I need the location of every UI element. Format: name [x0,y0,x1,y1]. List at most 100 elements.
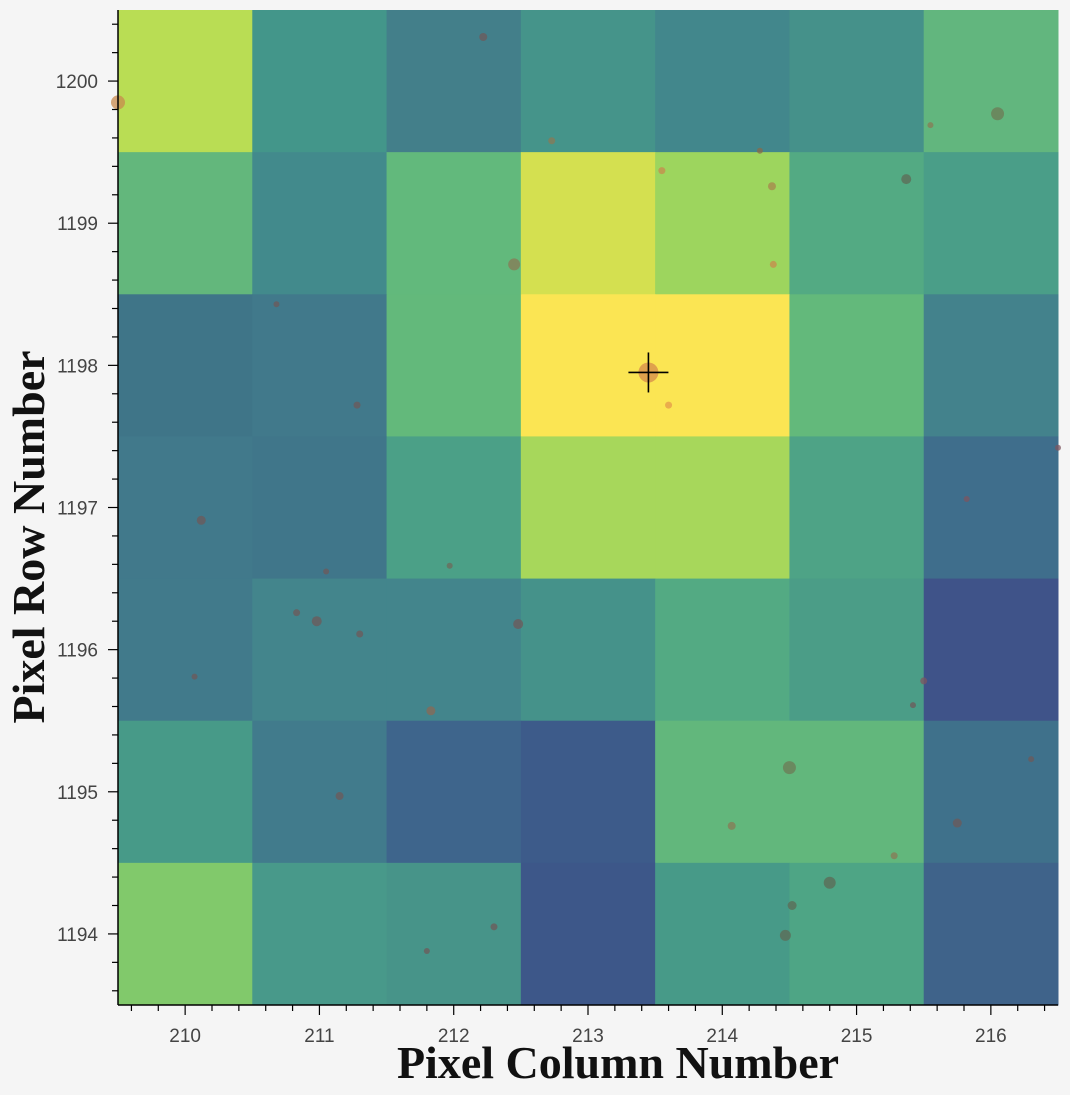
x-tick-labels: 210 211 212 213 214 215 216 [169,1026,1006,1047]
heatmap-cell [923,862,1059,1006]
heatmap-cell [252,10,388,153]
x-tick-label: 216 [975,1026,1007,1047]
heatmap-cell [655,578,790,722]
heatmap-cell [386,10,522,153]
heatmap-cell [118,720,253,864]
heatmap-cell [252,862,388,1006]
heatmap-cell [655,152,790,295]
heatmap-cell [118,862,253,1006]
source-point [548,137,556,145]
source-point [335,792,344,801]
heatmap-cell [655,862,790,1006]
heatmap-cell [252,720,388,864]
heatmap-cell [655,10,790,153]
heatmap-cell [118,10,253,153]
x-tick-label: 214 [706,1026,738,1047]
y-tick-label: 1198 [57,356,98,377]
heatmap-cells [118,10,1059,1006]
x-tick-label: 215 [841,1026,873,1047]
source-point [426,706,436,716]
source-point [767,182,776,191]
source-point [890,852,898,860]
source-point [787,901,797,910]
heatmap-cell [118,436,253,580]
heatmap-cell [520,436,656,580]
heatmap-cell [789,294,925,437]
heatmap-cell [923,294,1059,437]
y-tick-label: 1199 [57,214,98,235]
heatmap-cell [520,578,656,722]
source-point [901,174,912,185]
heatmap-cell [923,578,1059,722]
source-point [446,562,453,569]
source-point [823,876,836,889]
y-tick-label: 1197 [57,499,98,520]
y-tick-labels: 1194 1195 1196 1197 1198 1199 1200 [56,72,99,946]
source-point [508,258,521,271]
source-point [191,673,198,680]
heatmap-cell [789,152,925,295]
source-point [665,401,673,409]
heatmap-cell [923,10,1059,153]
source-point [727,821,736,830]
heatmap-cell [386,436,522,580]
source-point [423,947,430,954]
source-point [1055,444,1061,451]
heatmap-cell [789,10,925,153]
heatmap-cell [655,720,790,864]
heatmap-cell [520,10,656,153]
source-point [782,761,796,775]
source-point [1028,756,1035,763]
heatmap-cell [252,578,388,722]
source-point [311,616,322,627]
source-point [927,122,934,129]
y-tick-label: 1195 [57,783,98,804]
heatmap-cell [252,152,388,295]
heatmap-cell [520,152,656,295]
source-point [909,702,916,709]
source-point [353,401,361,409]
heatmap-cell [252,294,388,437]
y-tick-label: 1200 [56,72,98,93]
heatmap-cell [118,578,253,722]
heatmap-cell [386,294,522,437]
heatmap-cell [520,720,656,864]
heatmap-cell [386,578,522,722]
heatmap-cell [118,294,253,437]
source-point [920,677,928,685]
source-point [323,568,330,575]
source-point [756,147,763,154]
heatmap-cell [923,720,1059,864]
source-point [952,818,962,828]
source-point [991,107,1005,121]
x-tick-label: 213 [572,1026,604,1047]
heatmap-cell [923,152,1059,295]
target-crosshair [628,352,669,393]
y-tick-label: 1194 [57,925,98,946]
heatmap-cell [789,436,925,580]
heatmap-cell [118,152,253,295]
source-point [293,609,301,617]
source-point [273,301,280,308]
heatmap-cell [655,436,790,580]
source-point [196,515,206,525]
heatmap-cell [386,862,522,1006]
source-point [479,33,488,42]
x-axis-title: Pixel Column Number [397,1037,839,1088]
heatmap-cell [386,152,522,295]
y-axis-title: Pixel Row Number [3,350,54,723]
heatmap-cell [789,720,925,864]
heatmap-cell [789,578,925,722]
source-point [769,260,777,268]
heatmap-cell [386,720,522,864]
x-tick-label: 211 [304,1026,334,1047]
heatmap-cell [655,294,790,437]
source-point [490,923,498,931]
source-point [963,495,970,502]
heatmap-cell [252,436,388,580]
heatmap-cell [789,862,925,1006]
heatmap-cell [520,862,656,1006]
heatmap-cell [923,436,1059,580]
